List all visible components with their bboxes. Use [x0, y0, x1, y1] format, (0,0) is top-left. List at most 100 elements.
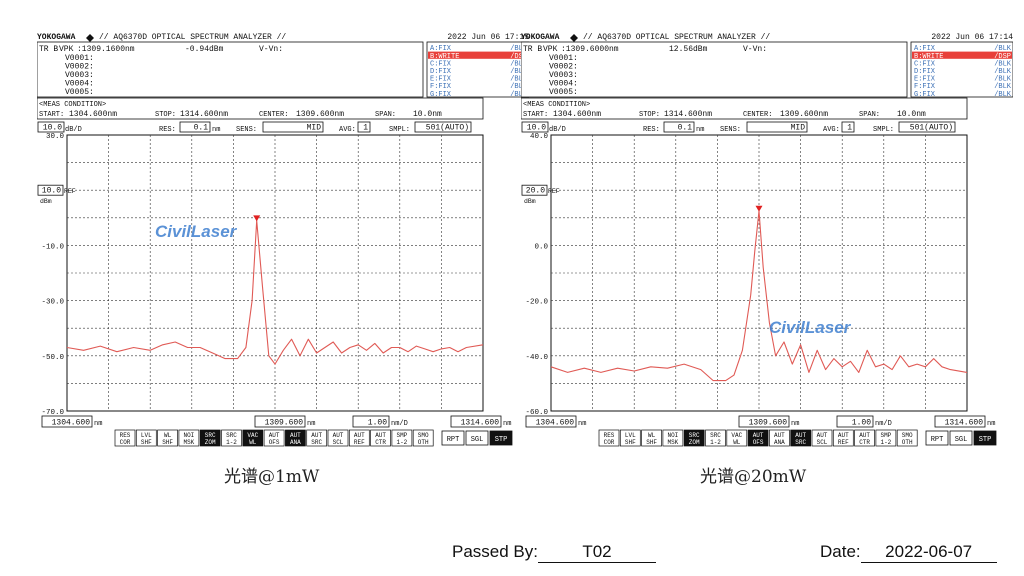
- softkey-label-top: SMP: [880, 432, 891, 439]
- x-center-value-box: [738, 415, 790, 428]
- softkey-label-top: VAC: [731, 432, 742, 439]
- softkey-label-top: LVL: [141, 432, 152, 439]
- softkey-label-bottom: SHF: [625, 439, 636, 446]
- softkey-label-bottom: OTH: [902, 439, 913, 446]
- softkey-label-bottom: SRC: [311, 439, 322, 446]
- x-stop-value-box: [450, 415, 502, 428]
- sens-value-box: [746, 121, 808, 133]
- softkey-label-bottom: SCL: [333, 439, 344, 446]
- trace-label-3: D:FIX: [430, 68, 452, 76]
- x-center-value-box: [254, 415, 306, 428]
- softkey-1: [135, 429, 157, 447]
- v-marker-2: V0002:: [549, 63, 578, 72]
- softkey-label-bottom: SHF: [162, 439, 173, 446]
- x-stop-value: 1314.600: [945, 419, 984, 428]
- timestamp: 2022 Jun 06 17:15: [447, 33, 529, 42]
- start-label: START:: [39, 111, 64, 119]
- softkey-label-top: NOI: [667, 432, 678, 439]
- softkey-label-bottom: 1-2: [226, 439, 237, 446]
- marker-header-box: [36, 41, 424, 98]
- center-label: CENTER:: [743, 111, 772, 119]
- trace-table-box: [426, 41, 530, 98]
- trace-active-highlight: [912, 51, 1012, 59]
- softkey-label-bottom: 1-2: [880, 439, 891, 446]
- softkey-label-top: SRC: [226, 432, 237, 439]
- trace-label-5: F:FIX: [430, 83, 452, 91]
- peak-marker-icon: [755, 205, 763, 212]
- x-start-value-box: [41, 415, 93, 428]
- softkey-label-top: WL: [164, 432, 172, 439]
- softkey-0: [598, 429, 620, 447]
- action-key-label: STP: [495, 436, 508, 444]
- y-tick-label: 30.0: [46, 133, 65, 141]
- trace-mode-2: /BLK: [994, 60, 1012, 68]
- softkey-label-top: WL: [648, 432, 656, 439]
- osa-screen-right: YOKOGAWA // AQ6370D OPTICAL SPECTRUM ANAL…: [520, 30, 1014, 450]
- scale-unit: dB/D: [65, 126, 82, 134]
- softkey-label-top: SRC: [205, 432, 216, 439]
- softkey-1: [619, 429, 641, 447]
- softkey-3: [178, 429, 200, 447]
- softkey-label-bottom: REF: [354, 439, 365, 446]
- softkey-8: [285, 429, 306, 447]
- v-marker-5: V0005:: [549, 88, 578, 97]
- action-key-stp: [489, 430, 513, 446]
- softkey-label-bottom: ZOM: [689, 439, 700, 446]
- x-per-div-unit: nm/D: [875, 420, 892, 428]
- trace-mode-6: /BLK: [994, 91, 1012, 99]
- action-key-rpt: [925, 430, 949, 446]
- passed-by-label: Passed By:: [452, 542, 538, 561]
- trace-label-6: G:FIX: [430, 91, 452, 99]
- trace-mode-5: /BLK: [510, 83, 528, 91]
- stop-value: 1314.600nm: [664, 110, 712, 119]
- smpl-label: SMPL:: [389, 126, 410, 134]
- meas-condition-label: <MEAS CONDITION>: [39, 101, 106, 109]
- softkey-label-top: AUT: [859, 432, 870, 439]
- span-value: 10.0nm: [897, 110, 926, 119]
- softkey-6: [242, 429, 264, 447]
- scale-value: 10.0: [527, 124, 546, 133]
- softkey-label-bottom: SRC: [795, 439, 806, 446]
- avg-value-box: [357, 121, 371, 133]
- trace-mode-4: /BLK: [994, 76, 1012, 84]
- softkey-label-top: LVL: [625, 432, 636, 439]
- y-tick-label: -30.0: [41, 299, 64, 307]
- softkey-label-top: RES: [120, 432, 131, 439]
- marker-wavelength: :1309.1600nm: [77, 45, 135, 54]
- action-key-label: RPT: [931, 436, 944, 444]
- trace-label-0: A:FIX: [914, 45, 936, 53]
- res-value: 0.1: [194, 124, 209, 133]
- v-vn-label: V-Vn:: [259, 45, 283, 54]
- avg-label: AVG:: [339, 126, 356, 134]
- softkey-label-bottom: WL: [249, 439, 257, 446]
- y-tick-label: 0.0: [534, 243, 548, 251]
- avg-value-box: [841, 121, 855, 133]
- trace-mode-3: /BLK: [994, 68, 1012, 76]
- softkey-6: [726, 429, 748, 447]
- softkey-label-bottom: COR: [604, 439, 615, 446]
- y-tick-label: 40.0: [530, 133, 549, 141]
- softkey-7: [263, 429, 285, 447]
- x-per-div-value: 1.00: [368, 419, 387, 428]
- test-date-label: Date:: [820, 542, 861, 561]
- softkey-3: [662, 429, 684, 447]
- x-per-div-value: 1.00: [852, 419, 871, 428]
- y-tick-label: -10.0: [41, 243, 64, 251]
- model-label: // AQ6370D OPTICAL SPECTRUM ANALYZER //: [99, 33, 286, 42]
- action-key-label: STP: [979, 436, 992, 444]
- softkey-11: [832, 429, 854, 447]
- brand-label: YOKOGAWA: [37, 33, 76, 42]
- trace-mode-1: /DSP: [994, 53, 1011, 61]
- marker-type: VPK: [543, 45, 558, 54]
- osa-screen-right-svg: YOKOGAWA // AQ6370D OPTICAL SPECTRUM ANAL…: [520, 33, 1014, 447]
- trace-active-highlight: [428, 51, 528, 59]
- smpl-value-box: [414, 121, 472, 133]
- softkey-5: [705, 429, 726, 447]
- stop-label: STOP:: [639, 111, 660, 119]
- softkey-13: [875, 429, 897, 447]
- action-key-label: SGL: [955, 436, 968, 444]
- trace-label-1: B:WRITE: [430, 53, 459, 61]
- civillaser-watermark: CivilLaser: [769, 318, 852, 337]
- action-key-sgl: [465, 430, 489, 446]
- passed-by: Passed By: T02: [452, 542, 656, 563]
